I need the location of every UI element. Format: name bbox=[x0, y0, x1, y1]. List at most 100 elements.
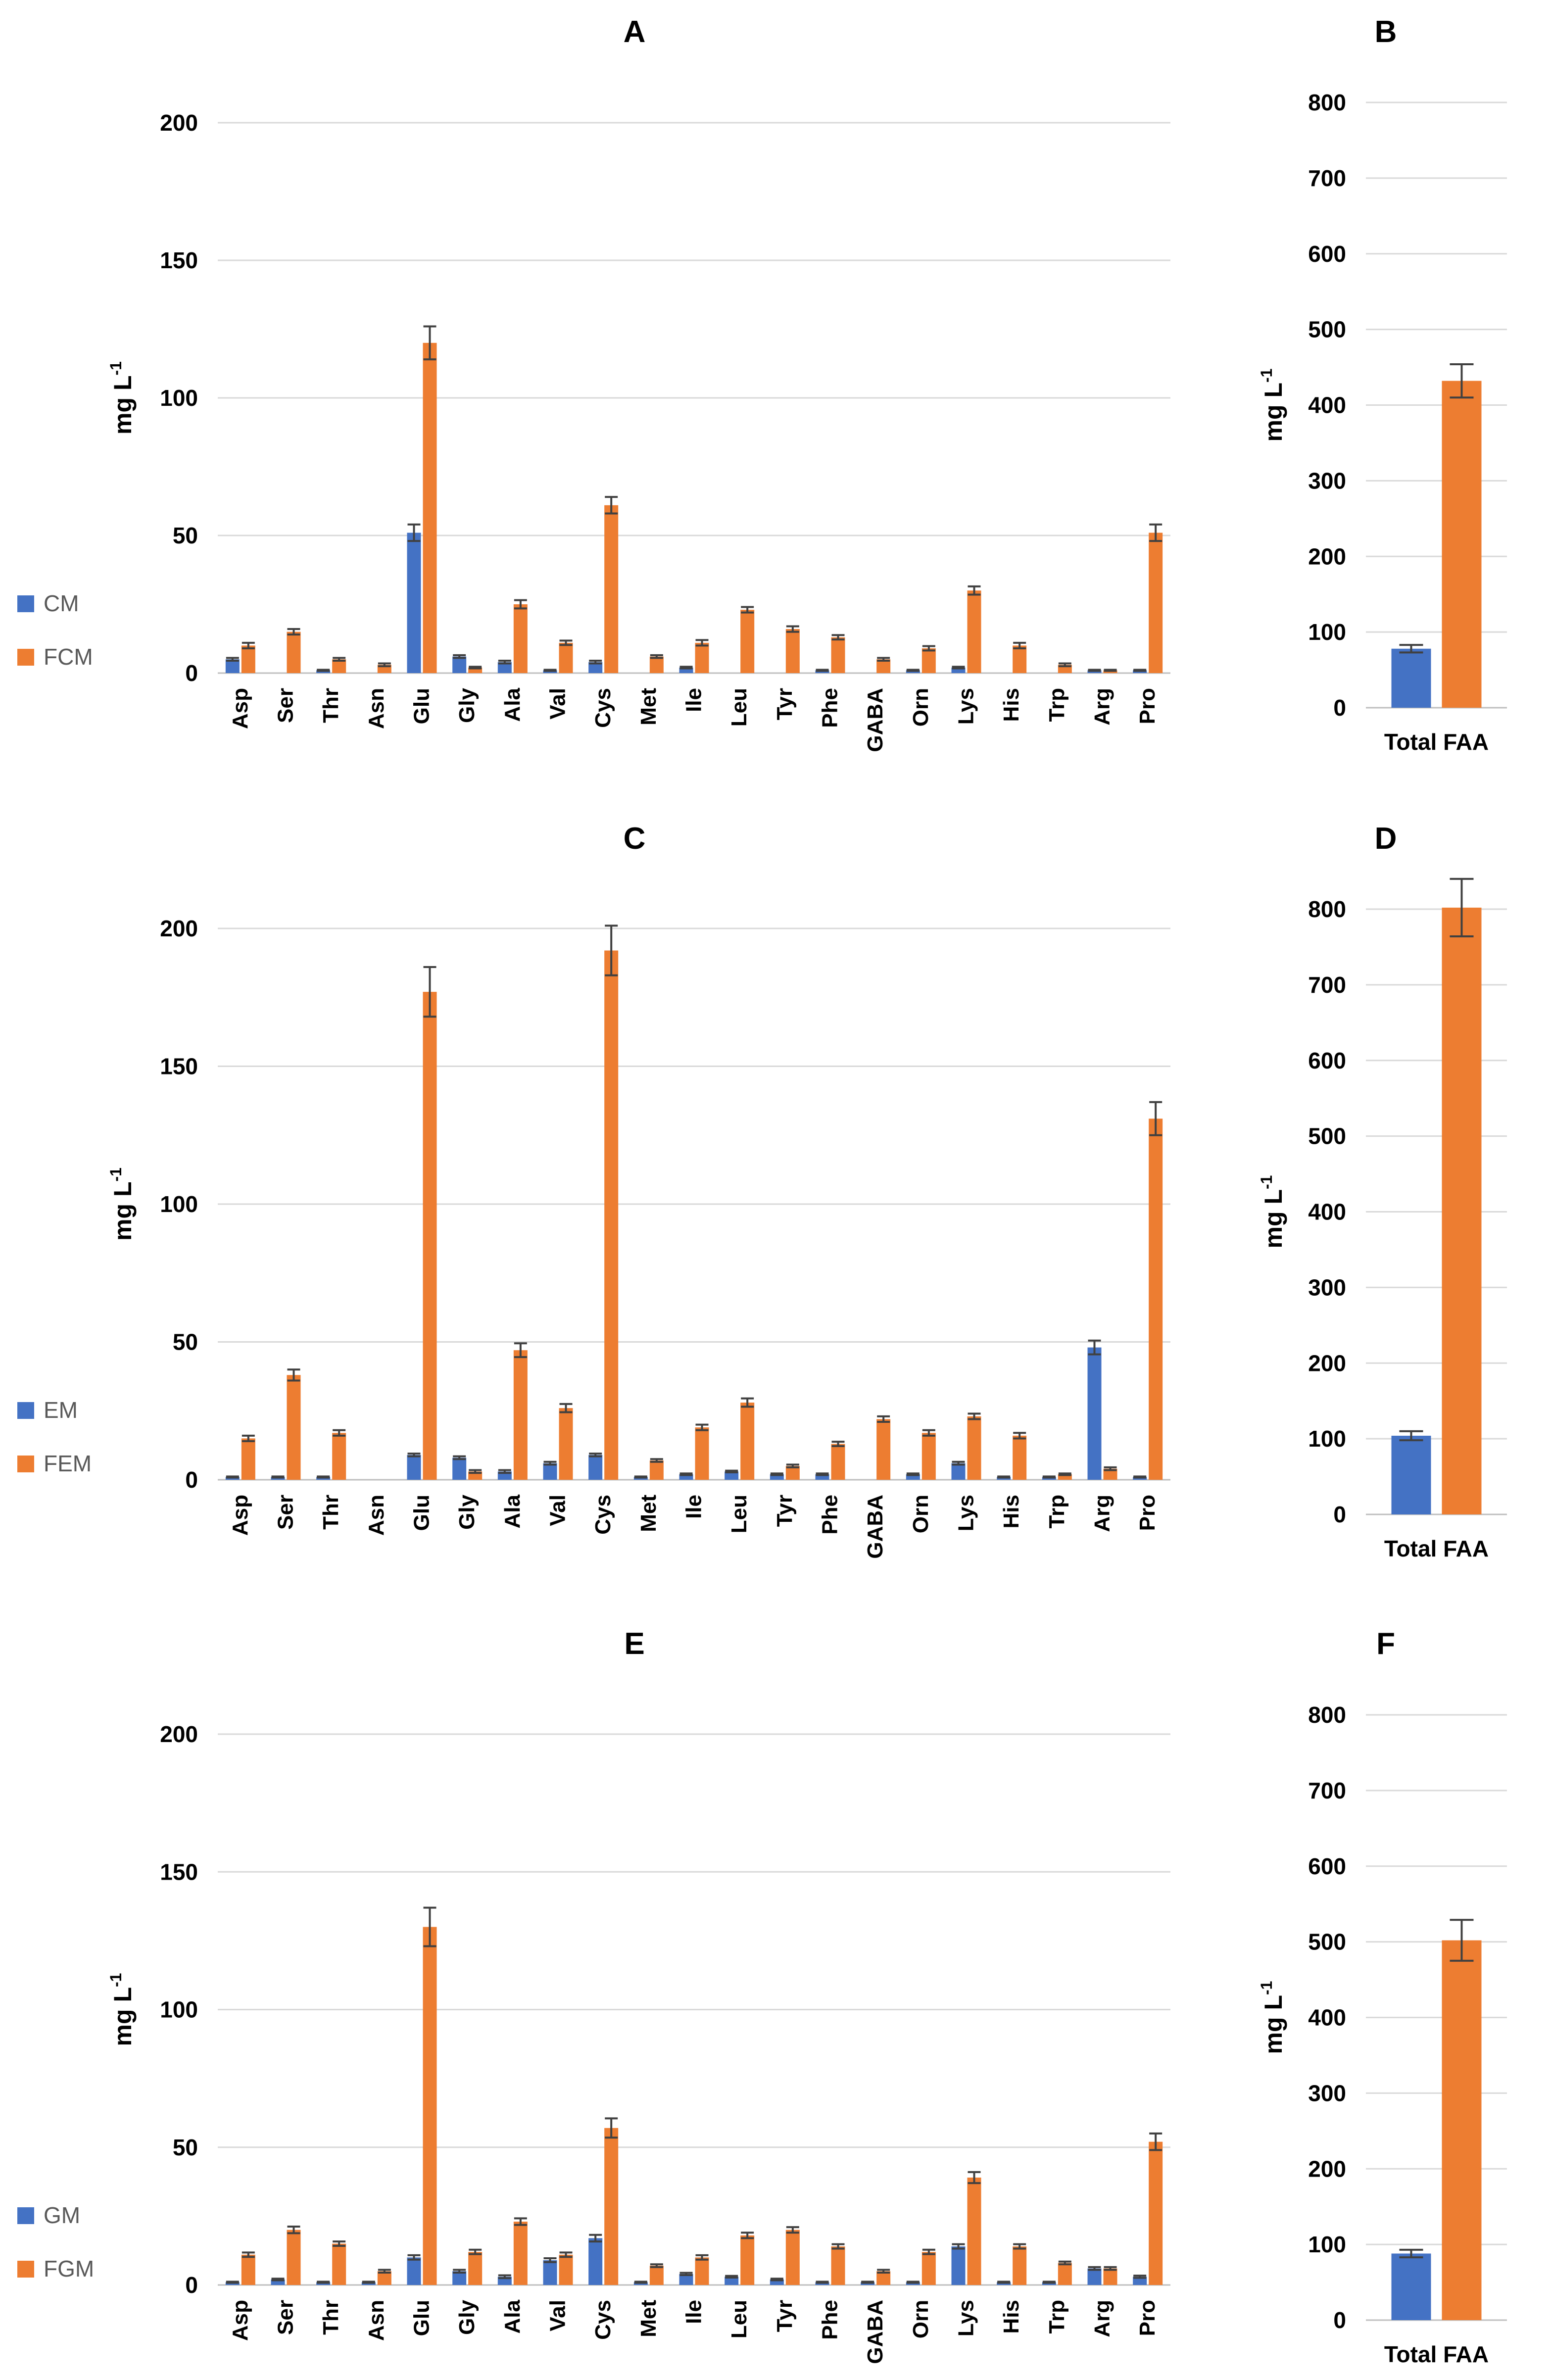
bar-fgm bbox=[287, 2230, 301, 2285]
bar-fgm bbox=[604, 2128, 619, 2285]
x-tick-label: Lys bbox=[954, 688, 978, 725]
chart-title: A bbox=[624, 15, 646, 49]
bar-fem bbox=[513, 1350, 528, 1480]
y-tick-label: 800 bbox=[1308, 896, 1346, 922]
x-tick-label: Asp bbox=[228, 688, 252, 729]
bar-fcm bbox=[513, 604, 528, 673]
bar-gm bbox=[588, 2238, 603, 2285]
y-tick-label: 100 bbox=[1308, 619, 1346, 645]
bar-em bbox=[543, 1463, 557, 1480]
bar-gm bbox=[770, 2279, 784, 2285]
y-tick-label: 100 bbox=[1308, 2232, 1346, 2257]
chart-f: F 0 100 200 300 400 500 600 700 800 mg L-1 Total FA… bbox=[1258, 1627, 1507, 2367]
bar-fcm bbox=[921, 648, 936, 673]
y-tick-label: 400 bbox=[1308, 1199, 1346, 1225]
chart-e: E 0 50 100 150 200 mg L-1 Asp Ser Thr Asn Glu Gly Ala… bbox=[17, 1627, 1170, 2364]
x-tick-label: Trp bbox=[1045, 2300, 1069, 2333]
bar-fcm bbox=[559, 642, 573, 673]
bar-fem bbox=[1058, 1474, 1072, 1480]
chart-a: A 0 50 100 150 200 mg L-1 Asp Ser Thr Asn Glu Gly Ala… bbox=[17, 15, 1170, 752]
bar-fgm bbox=[649, 2266, 664, 2285]
bar-em bbox=[951, 1463, 966, 1480]
y-tick-label: 700 bbox=[1308, 972, 1346, 998]
bar-fem bbox=[559, 1408, 573, 1480]
bar-fcm bbox=[1013, 645, 1027, 673]
x-tick-label: Asp bbox=[228, 1495, 252, 1536]
x-tick-label: His bbox=[999, 688, 1023, 722]
bar-fgm bbox=[831, 2246, 845, 2285]
chart-c: C 0 50 100 150 200 mg L-1 Asp Ser Thr Asn Glu Gly Ala… bbox=[17, 822, 1170, 1559]
y-tick-label: 150 bbox=[160, 247, 198, 273]
bar-cm bbox=[951, 667, 966, 673]
bar-fem bbox=[831, 1444, 845, 1480]
bar-gm bbox=[271, 2279, 285, 2285]
y-tick-label: 0 bbox=[185, 660, 198, 686]
bar-cm bbox=[497, 662, 512, 673]
bar-cm bbox=[588, 662, 603, 673]
bar-fgm bbox=[921, 2252, 936, 2285]
x-tick-label: His bbox=[999, 1495, 1023, 1528]
x-tick-label: Asn bbox=[364, 688, 388, 729]
x-tick-label: Lys bbox=[954, 1495, 978, 1531]
bar-fgm bbox=[1013, 2246, 1027, 2285]
x-tick-label: Thr bbox=[319, 1495, 343, 1530]
bar-gm bbox=[543, 2260, 557, 2285]
bar-fcm bbox=[1149, 533, 1163, 673]
bar-em bbox=[815, 1474, 829, 1480]
x-tick-label: Glu bbox=[410, 2300, 434, 2336]
y-tick-label: 100 bbox=[160, 1997, 198, 2023]
legend-label-fcm: FCM bbox=[44, 644, 93, 670]
y-tick-label: 100 bbox=[160, 1191, 198, 1217]
chart-title: C bbox=[624, 822, 646, 856]
bar-fcm bbox=[287, 631, 301, 673]
y-axis-label: mg L-1 bbox=[1258, 1175, 1287, 1249]
x-tick-label: Glu bbox=[410, 1495, 434, 1531]
legend-swatch-gm bbox=[17, 2207, 34, 2224]
bar-fgm bbox=[1103, 2268, 1117, 2285]
bar-fcm bbox=[785, 629, 800, 673]
bar-em bbox=[407, 1455, 421, 1480]
x-tick-label: Val bbox=[546, 2300, 570, 2331]
x-tick-label: Total FAA bbox=[1384, 729, 1489, 755]
x-tick-label: Gly bbox=[455, 687, 479, 723]
x-tick-label: Cys bbox=[591, 688, 615, 728]
bar-fgm bbox=[740, 2235, 755, 2285]
y-tick-label: 300 bbox=[1308, 468, 1346, 493]
x-tick-label: Orn bbox=[909, 2300, 933, 2338]
legend-label-gm: GM bbox=[44, 2202, 80, 2228]
bar-fem bbox=[1442, 907, 1482, 1514]
y-tick-label: 700 bbox=[1308, 1778, 1346, 1803]
x-tick-label: Trp bbox=[1045, 1495, 1069, 1528]
bar-fcm bbox=[695, 642, 709, 673]
y-tick-label: 700 bbox=[1308, 165, 1346, 191]
x-tick-label: GABA bbox=[863, 688, 887, 752]
x-tick-label: GABA bbox=[863, 1495, 887, 1559]
bar-em bbox=[725, 1471, 739, 1480]
x-tick-label: Total FAA bbox=[1384, 2341, 1489, 2367]
y-tick-label: 50 bbox=[173, 1329, 198, 1355]
bar-cm bbox=[1391, 648, 1431, 708]
y-tick-label: 50 bbox=[173, 523, 198, 548]
bar-fem bbox=[967, 1416, 981, 1480]
x-tick-label: Leu bbox=[727, 1495, 751, 1533]
y-axis-label: mg L-1 bbox=[107, 1167, 137, 1241]
bar-fgm bbox=[967, 2177, 981, 2285]
bar-fgm bbox=[785, 2230, 800, 2285]
y-tick-label: 150 bbox=[160, 1859, 198, 1885]
bar-fcm bbox=[423, 342, 437, 673]
bar-em bbox=[1087, 1347, 1102, 1480]
x-tick-label: Tyr bbox=[773, 2300, 797, 2332]
x-tick-label: Arg bbox=[1090, 1495, 1115, 1532]
bar-fgm bbox=[1058, 2263, 1072, 2285]
x-tick-label: His bbox=[999, 2300, 1023, 2333]
bar-gm bbox=[407, 2257, 421, 2285]
x-tick-label: Ala bbox=[500, 2299, 525, 2333]
legend-label-fem: FEM bbox=[44, 1451, 92, 1476]
x-tick-label: Asn bbox=[364, 2300, 388, 2341]
bar-em bbox=[1391, 1436, 1431, 1514]
bar-fem bbox=[1103, 1468, 1117, 1480]
y-tick-label: 300 bbox=[1308, 2080, 1346, 2106]
x-tick-label: Ala bbox=[500, 687, 525, 722]
x-tick-label: Met bbox=[636, 1495, 661, 1532]
bar-gm bbox=[679, 2274, 693, 2285]
